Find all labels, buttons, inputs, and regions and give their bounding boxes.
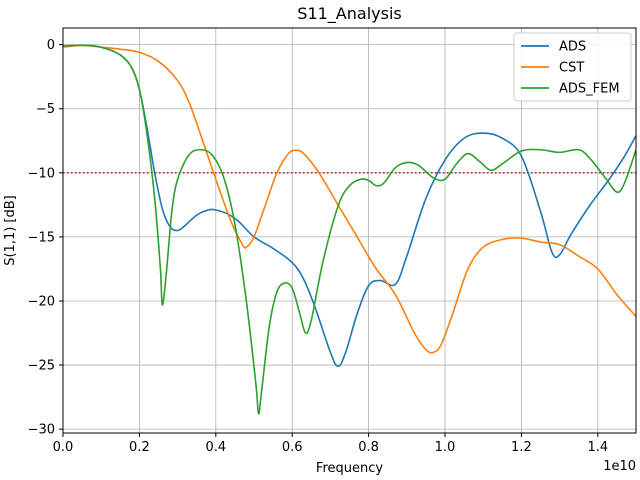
y-tick-label: −5 <box>36 102 55 117</box>
x-tick-label: 0.2 <box>129 440 150 455</box>
x-tick-label: 1.4 <box>587 440 608 455</box>
y-tick-label: −20 <box>28 294 55 309</box>
legend-label: ADS_FEM <box>559 82 620 97</box>
x-tick-label: 1.2 <box>511 440 532 455</box>
legend: ADS CST ADS_FEM <box>513 32 632 102</box>
y-tick-label: 0 <box>47 38 55 53</box>
y-tick-label: −15 <box>28 230 55 245</box>
y-axis-label: S(1,1) [dB] <box>3 195 18 266</box>
y-axis-ticks: 0 −5 −10 −15 −20 −25 −30 <box>28 38 63 438</box>
x-axis-scale-label: 1e10 <box>603 459 636 474</box>
x-tick-label: 0.4 <box>205 440 226 455</box>
series-lines <box>63 44 636 415</box>
y-tick-label: −30 <box>28 423 55 438</box>
x-axis-ticks: 0.0 0.2 0.4 0.6 0.8 1.0 1.2 1.4 <box>53 433 608 455</box>
legend-label: ADS <box>559 40 586 55</box>
x-tick-label: 1.0 <box>435 440 456 455</box>
series-line-ads-fem <box>63 44 636 415</box>
x-tick-label: 0.6 <box>282 440 303 455</box>
chart-title: S11_Analysis <box>297 4 401 24</box>
legend-box <box>513 32 632 102</box>
x-tick-label: 0.0 <box>53 440 74 455</box>
y-tick-label: −25 <box>28 359 55 374</box>
series-line-ads <box>63 44 636 368</box>
legend-label: CST <box>559 61 584 76</box>
y-tick-label: −10 <box>28 166 55 181</box>
x-tick-label: 0.8 <box>358 440 379 455</box>
axes-frame <box>62 27 637 434</box>
x-axis-label: Frequency <box>316 461 383 476</box>
series-line-cst <box>63 44 636 354</box>
